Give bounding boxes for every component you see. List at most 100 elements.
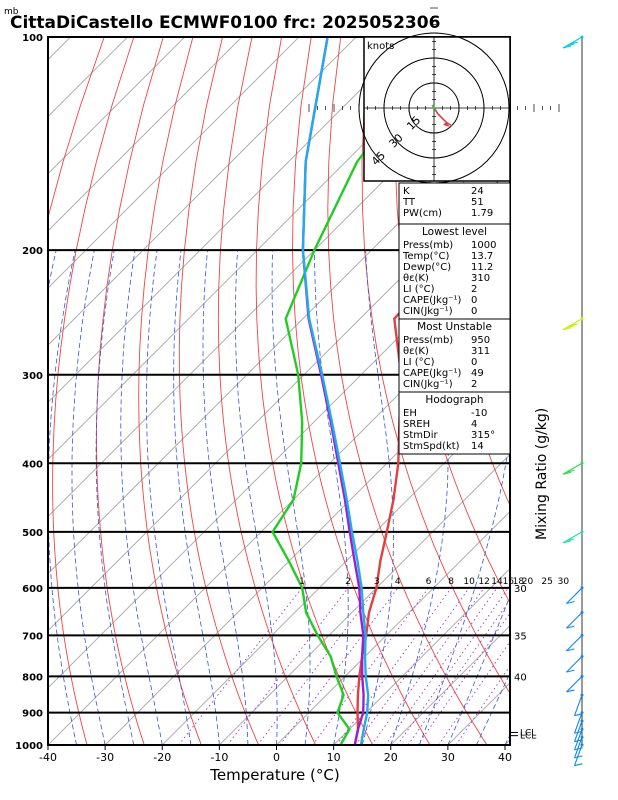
lowest-level-value: 0 <box>471 306 477 317</box>
mixing-ratio-line <box>417 612 510 745</box>
temperature-profile <box>353 182 510 745</box>
mixing-ratio-line <box>227 587 349 745</box>
wind-barb-dot <box>580 693 584 697</box>
hodograph-params-value: 14 <box>471 441 484 452</box>
pressure-tick-label: 400 <box>22 459 43 470</box>
isotherm-line <box>161 396 510 745</box>
dry-adiabat <box>327 37 488 745</box>
x-tick-label: -30 <box>96 751 114 764</box>
moist-adiabat <box>202 250 249 745</box>
wind-barb-staff <box>566 675 583 693</box>
wind-barb-flag <box>562 45 572 49</box>
theta-e-label: 30 <box>514 584 527 595</box>
isotherm-line <box>390 625 510 745</box>
wind-barb-staff <box>566 656 583 673</box>
wind-barb-dot <box>580 586 584 590</box>
x-axis-label: Temperature (°C) <box>209 766 339 784</box>
wind-barb-flag <box>566 669 575 673</box>
mixing-ratio-label: 3 <box>374 577 380 587</box>
mixing-ratio-label: 1 <box>299 577 305 587</box>
mixing-ratio-label: 12 <box>478 577 489 587</box>
most-unstable-label: CAPE(Jkg⁻¹) <box>403 368 461 379</box>
isotherm-line <box>48 37 414 403</box>
mixing-ratio-line <box>438 640 510 745</box>
wind-barb-staff <box>573 737 583 759</box>
most-unstable-box <box>398 318 511 393</box>
dry-adiabat <box>96 37 164 745</box>
lowest-level-value: 13.7 <box>471 251 493 262</box>
most-unstable-label: Press(mb) <box>403 335 453 346</box>
wind-barb-flag <box>566 600 575 605</box>
profile-curves <box>271 37 510 745</box>
parcel-profile <box>301 37 365 745</box>
indices-top-label: PW(cm) <box>403 208 442 219</box>
x-tick-label: 0 <box>273 751 280 764</box>
indices-top-value: 51 <box>471 197 484 208</box>
isotherm-line <box>48 37 300 289</box>
wind-barbs <box>562 35 584 767</box>
wind-barb-dot <box>580 35 584 39</box>
moist-adiabat <box>120 250 163 745</box>
pressure-tick-label: 800 <box>22 672 43 683</box>
isotherm-line <box>48 168 510 632</box>
mixing-ratio-label: 20 <box>522 577 534 587</box>
storm-motion-arrow <box>443 122 450 127</box>
hodograph-params-value: 4 <box>471 419 477 430</box>
hodograph-params-label: StmDir <box>403 430 438 441</box>
wind-barb-flag <box>574 755 583 759</box>
mixing-ratio-label: 2 <box>345 577 351 587</box>
dry-adiabat <box>217 37 317 745</box>
mixing-ratio-label: 14 <box>491 577 503 587</box>
isotherm-line <box>48 282 510 745</box>
mixing-ratio-label: 10 <box>463 577 475 587</box>
wind-barb-flag <box>566 648 575 652</box>
indices-top-label: K <box>403 186 410 197</box>
wind-barb-staff <box>566 587 583 604</box>
mixing-ratio-line <box>178 587 303 745</box>
wind-barb-flag <box>569 41 578 45</box>
most-unstable-value: 49 <box>471 368 484 379</box>
mixing-ratio-line <box>371 587 485 745</box>
wind-barb-dot <box>580 530 584 534</box>
wind-barb-dot <box>580 727 584 731</box>
dewpoint-profile <box>271 37 455 745</box>
isotherm-line <box>333 567 510 745</box>
right-axis-label: Mixing Ratio (g/kg) <box>534 408 550 540</box>
moist-adiabat <box>361 250 394 745</box>
mixing-ratio-label: 30 <box>558 577 570 587</box>
wind-barb-flag <box>566 325 575 329</box>
most-unstable-value: 311 <box>471 346 490 357</box>
hodograph-params-box <box>398 391 511 455</box>
dry-adiabat <box>178 37 259 745</box>
lowest-level-value: 310 <box>471 273 490 284</box>
wind-barb-staff <box>566 634 583 652</box>
dry-adiabat <box>255 37 374 745</box>
wind-barb-dot <box>580 655 584 659</box>
lowest-level-value: 1000 <box>471 240 496 251</box>
most-unstable-title: Most Unstable <box>417 321 492 333</box>
isotherm-line <box>48 225 510 689</box>
hodograph-params-label: SREH <box>403 419 430 430</box>
wind-barb-flag <box>566 625 575 629</box>
chart-title: CittaDiCastello ECMWF0100 frc: 202505230… <box>10 13 440 33</box>
isotherm-line <box>276 510 510 745</box>
indices-top-value: 1.79 <box>471 208 493 219</box>
isotherm-line <box>104 339 510 745</box>
theta-e-label: 40 <box>514 672 527 683</box>
wind-barb-dot <box>580 674 584 678</box>
moist-adiabat <box>48 250 57 745</box>
pressure-tick-label: 700 <box>22 631 43 642</box>
pressure-tick-label: 200 <box>22 246 43 257</box>
wind-barb-staff <box>573 720 583 742</box>
wind-barb-flag <box>566 538 575 542</box>
hodograph-units-label: knots <box>367 41 394 52</box>
indices-top-label: TT <box>402 197 416 208</box>
mixing-ratio-label: 25 <box>541 577 552 587</box>
hodograph-trace-low <box>433 107 453 127</box>
wind-barb-dot <box>580 719 584 723</box>
isotherm-line <box>48 37 128 118</box>
wind-barb-dot <box>580 735 584 739</box>
moist-adiabat <box>504 734 510 745</box>
most-unstable-value: 0 <box>471 357 477 368</box>
